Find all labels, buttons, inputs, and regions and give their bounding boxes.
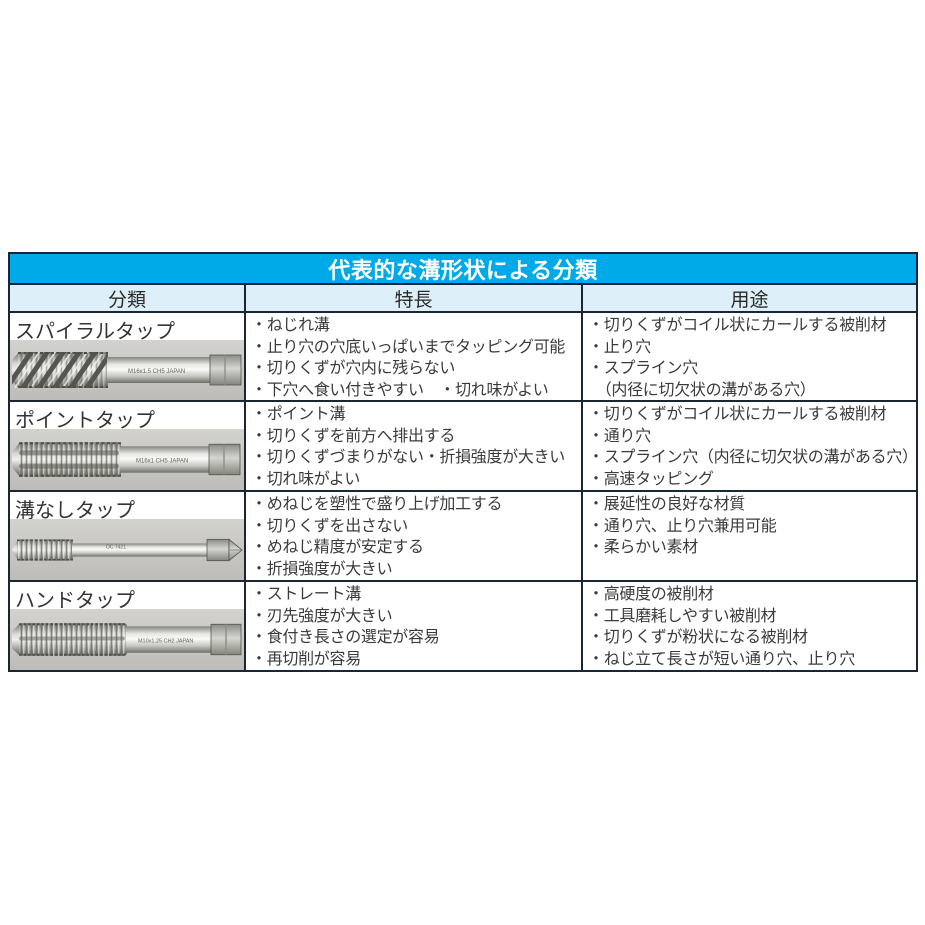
column-header-applications: 用途 — [581, 285, 916, 311]
classification-cell: ポイントタップ M16x1 CH5 JAPAN — [10, 402, 244, 490]
applications-cell: ・高硬度の被削材・工具磨耗しやすい被削材・切りくずが粉状になる被削材・ねじ立て長… — [581, 582, 916, 670]
text-line: ・通り穴 — [588, 427, 651, 445]
text-line: ・切りくずを前方へ排出する — [251, 427, 456, 445]
text-line: ・切りくずが穴内に残らない — [251, 360, 456, 377]
hand-tap-image: M10x1.25 CH2 JAPAN — [12, 623, 242, 656]
features-cell: ・ポイント溝・切りくずを前方へ排出する・切りくずづまりがない・折損強度が大きい・… — [244, 402, 581, 490]
text-line: ・スプライン穴 — [588, 360, 698, 377]
text-line: ・下穴へ食い付きやすい ・切れ味がよい — [251, 381, 549, 399]
table-row: ハンドタップ M10x1.25 CH2 JAPAN — [10, 582, 916, 670]
text-line: ・切りくずがコイル状にカールする被削材 — [588, 317, 887, 334]
text-line: ・切りくずを出さない — [251, 517, 409, 535]
text-line: ・高硬度の被削材 — [588, 586, 714, 603]
features-cell: ・ねじれ溝・止り穴の穴底いっぱいまでタッピング可能 ・切りくずが穴内に残らない・下… — [244, 313, 581, 400]
text-line: ・ポイント溝 — [251, 406, 346, 423]
table-row: ポイントタップ M16x1 CH5 JAPAN — [10, 402, 916, 492]
applications-cell: ・展延性の良好な材質・通り穴、止り穴兼用可能 ・柔らかい素材 — [581, 492, 916, 580]
text-line: ・切れ味がよい — [251, 470, 361, 488]
column-header-classification: 分類 — [107, 289, 146, 311]
text-line: ・柔らかい素材 — [588, 539, 698, 556]
text-line: ・通り穴、止り穴兼用可能 — [588, 517, 777, 535]
tap-engraving: M16x1 CH5 JAPAN — [136, 459, 188, 465]
classification-label: ハンドタップ — [15, 590, 135, 612]
text-line: ・折損強度が大きい — [251, 560, 393, 578]
classification-cell: 溝なしタップ OC 7421 — [10, 492, 244, 580]
table-title: 代表的な溝形状による分類 — [10, 254, 916, 285]
text-line: （内径に切欠状の溝がある穴） — [588, 381, 816, 399]
text-line: ・切りくずが粉状になる被削材 — [588, 629, 808, 646]
text-line: ・食付き長さの選定が容易 — [251, 629, 440, 646]
point-tap-photo: M16x1 CH5 JAPAN — [10, 429, 244, 490]
spiral-tap-image: M16x1.5 CH5 JAPAN — [12, 352, 242, 388]
tap-engraving: M10x1.25 CH2 JAPAN — [138, 639, 193, 645]
text-line: ・めねじ精度が安定する — [251, 539, 424, 556]
text-line: ・ねじ立て長さが短い通り穴、止り穴 — [588, 650, 855, 668]
features-cell: ・めねじを塑性で盛り上げ加工する ・切りくずを出さない ・めねじ精度が安定する ・折損… — [244, 492, 581, 580]
features-cell: ・ストレート溝・刃先強度が大きい・食付き長さの選定が容易 ・再切削が容易 — [244, 582, 581, 670]
classification-label: 溝なしタップ — [15, 500, 135, 522]
classification-cell: スパイラルタップ — [10, 313, 244, 400]
table-row: 溝なしタップ OC 7421 ・めね — [10, 492, 916, 582]
fluteless-tap-photo: OC 7421 — [10, 519, 244, 580]
text-line: ・刃先強度が大きい — [251, 607, 393, 625]
text-line: ・再切削が容易 — [251, 650, 361, 668]
text-line: ・高速タッピング — [588, 470, 714, 488]
hand-tap-photo: M10x1.25 CH2 JAPAN — [10, 609, 244, 670]
classification-cell: ハンドタップ M10x1.25 CH2 JAPAN — [10, 582, 244, 670]
text-line: ・ねじれ溝 — [251, 317, 330, 334]
text-line: ・切りくずがコイル状にカールする被削材 — [588, 406, 887, 423]
table-header-row: 分類 特長 用途 — [10, 285, 916, 313]
tap-engraving: M16x1.5 CH5 JAPAN — [128, 369, 185, 375]
spiral-tap-photo: M16x1.5 CH5 JAPAN — [10, 340, 244, 400]
column-header-features: 特長 — [244, 285, 581, 311]
applications-cell: ・切りくずがコイル状にカールする被削材 ・通り穴・スプライン穴（内径に切欠状の溝が… — [581, 402, 916, 490]
classification-label: スパイラルタップ — [15, 321, 175, 343]
text-line: ・スプライン穴（内径に切欠状の溝がある穴） — [588, 449, 916, 466]
text-line: ・めねじを塑性で盛り上げ加工する — [251, 496, 503, 513]
table-row: スパイラルタップ — [10, 313, 916, 402]
text-line: ・展延性の良好な材質 — [588, 496, 746, 513]
point-tap-image: M16x1 CH5 JAPAN — [12, 442, 241, 477]
applications-cell: ・切りくずがコイル状にカールする被削材 ・止り穴・スプライン穴 （内径に切欠状の溝… — [581, 313, 916, 400]
tap-engraving: OC 7421 — [106, 544, 126, 550]
fluteless-tap-image: OC 7421 — [12, 538, 243, 562]
text-line: ・止り穴 — [588, 338, 651, 356]
tap-classification-table: 代表的な溝形状による分類 分類 特長 用途 スパイラルタップ — [8, 252, 918, 672]
classification-label: ポイントタップ — [15, 410, 155, 432]
text-line: ・工具磨耗しやすい被削材 — [588, 607, 777, 625]
text-line: ・ストレート溝 — [251, 586, 361, 603]
text-line: ・止り穴の穴底いっぱいまでタッピング可能 — [251, 338, 566, 356]
text-line: ・切りくずづまりがない・折損強度が大きい — [251, 449, 566, 466]
